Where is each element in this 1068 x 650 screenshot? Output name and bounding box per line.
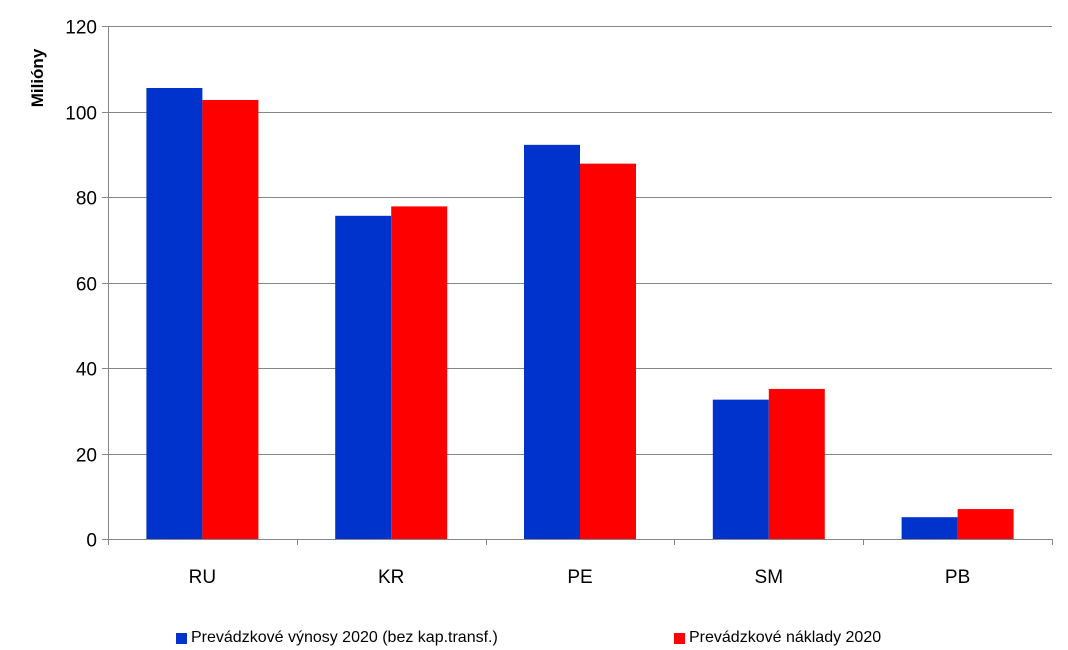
legend-label-costs: Prevádzkové náklady 2020 — [689, 629, 882, 646]
x-tick-label-pb: PB — [945, 567, 970, 588]
axes — [102, 26, 1053, 545]
legend-item-costs: Prevádzkové náklady 2020 — [674, 629, 881, 647]
bar-pe-series-2 — [580, 163, 636, 539]
x-tick-label-pe: PE — [567, 567, 592, 588]
y-tick-label-40: 40 — [76, 360, 97, 381]
bar-kr-series-1 — [335, 215, 392, 539]
x-tick-label-ru: RU — [189, 567, 216, 588]
y-tick-label-100: 100 — [65, 104, 97, 125]
y-axis-label: Milióny — [28, 48, 47, 107]
y-tick-label-60: 60 — [76, 275, 97, 296]
bar-pb-series-1 — [901, 517, 958, 539]
legend: Prevádzkové výnosy 2020 (bez kap.transf.… — [0, 629, 1068, 649]
y-tick-label-0: 0 — [86, 531, 97, 552]
x-tick-label-kr: KR — [378, 567, 404, 588]
bar-sm-series-2 — [768, 388, 825, 539]
legend-swatch-costs — [674, 632, 685, 644]
bar-sm-series-1 — [712, 399, 769, 539]
tick-labels: 0 20 40 60 80 100 120 RU KR PE SM PB — [65, 18, 970, 589]
bars — [146, 87, 1014, 540]
bar-chart: 0 20 40 60 80 100 120 RU KR PE SM PB Milióny — [28, 18, 1053, 589]
x-tick-label-sm: SM — [755, 567, 784, 588]
legend-label-revenue: Prevádzkové výnosy 2020 (bez kap.transf.… — [191, 629, 498, 646]
y-tick-label-120: 120 — [65, 18, 97, 39]
legend-swatch-revenue — [176, 632, 187, 644]
bar-kr-series-2 — [391, 206, 448, 539]
y-tick-label-80: 80 — [76, 189, 97, 210]
bar-ru-series-1 — [146, 87, 203, 540]
bar-pb-series-2 — [957, 509, 1014, 539]
legend-item-revenue: Prevádzkové výnosy 2020 (bez kap.transf.… — [176, 629, 498, 647]
bar-pe-series-1 — [524, 144, 580, 539]
bar-ru-series-2 — [202, 99, 259, 540]
y-tick-label-20: 20 — [76, 446, 97, 467]
